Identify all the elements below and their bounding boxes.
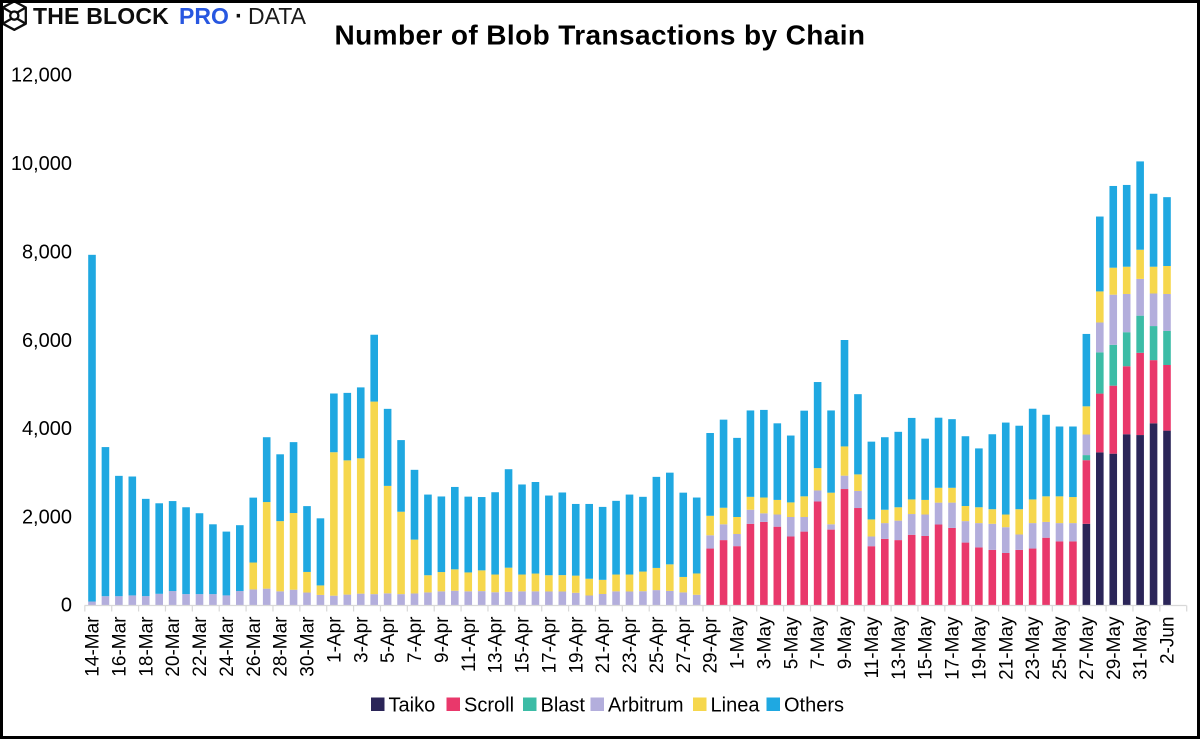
svg-text:13-Apr: 13-Apr bbox=[486, 616, 507, 674]
svg-text:26-Mar: 26-Mar bbox=[244, 616, 265, 677]
svg-text:1-May: 1-May bbox=[728, 616, 749, 669]
svg-text:20-Mar: 20-Mar bbox=[163, 616, 184, 677]
svg-text:27-May: 27-May bbox=[1077, 616, 1098, 680]
svg-text:11-Apr: 11-Apr bbox=[459, 616, 480, 672]
svg-text:9-Apr: 9-Apr bbox=[432, 616, 453, 663]
svg-text:18-Mar: 18-Mar bbox=[136, 616, 157, 677]
svg-text:14-Mar: 14-Mar bbox=[83, 616, 104, 677]
svg-text:30-Mar: 30-Mar bbox=[298, 616, 319, 677]
svg-text:5-May: 5-May bbox=[781, 616, 802, 669]
svg-text:15-May: 15-May bbox=[916, 616, 937, 680]
svg-text:23-May: 23-May bbox=[1023, 616, 1044, 680]
svg-text:16-Mar: 16-Mar bbox=[109, 616, 130, 677]
svg-text:22-Mar: 22-Mar bbox=[190, 616, 211, 677]
svg-text:25-Apr: 25-Apr bbox=[647, 616, 668, 674]
svg-text:7-May: 7-May bbox=[808, 616, 829, 669]
svg-text:Scroll: Scroll bbox=[464, 695, 514, 717]
svg-text:Taiko: Taiko bbox=[389, 695, 436, 717]
svg-text:25-May: 25-May bbox=[1050, 616, 1071, 680]
svg-text:21-May: 21-May bbox=[996, 616, 1017, 680]
svg-text:24-Mar: 24-Mar bbox=[217, 616, 238, 677]
svg-text:12,000: 12,000 bbox=[11, 65, 72, 87]
svg-text:PRO: PRO bbox=[179, 3, 229, 29]
svg-text:0: 0 bbox=[61, 595, 72, 617]
svg-text:4,000: 4,000 bbox=[22, 418, 72, 440]
svg-text:9-May: 9-May bbox=[835, 616, 856, 669]
svg-text:DATA: DATA bbox=[248, 3, 307, 29]
svg-text:8,000: 8,000 bbox=[22, 242, 72, 264]
svg-text:31-May: 31-May bbox=[1131, 616, 1152, 680]
svg-text:·: · bbox=[235, 3, 243, 30]
svg-text:Linea: Linea bbox=[711, 695, 761, 717]
svg-text:2,000: 2,000 bbox=[22, 507, 72, 529]
svg-text:10,000: 10,000 bbox=[11, 153, 72, 175]
svg-text:15-Apr: 15-Apr bbox=[513, 616, 534, 674]
svg-text:11-May: 11-May bbox=[862, 616, 883, 678]
svg-text:28-Mar: 28-Mar bbox=[271, 616, 292, 677]
svg-text:3-May: 3-May bbox=[754, 616, 775, 669]
svg-text:1-Apr: 1-Apr bbox=[324, 616, 345, 663]
svg-text:19-May: 19-May bbox=[969, 616, 990, 680]
svg-text:Blast: Blast bbox=[541, 695, 586, 717]
svg-text:21-Apr: 21-Apr bbox=[593, 616, 614, 674]
svg-text:THE BLOCK: THE BLOCK bbox=[33, 3, 169, 29]
svg-text:29-May: 29-May bbox=[1104, 616, 1125, 680]
svg-text:19-Apr: 19-Apr bbox=[566, 616, 587, 674]
svg-text:17-May: 17-May bbox=[943, 616, 964, 680]
svg-text:17-Apr: 17-Apr bbox=[539, 616, 560, 674]
svg-text:Arbitrum: Arbitrum bbox=[608, 695, 684, 717]
svg-text:29-Apr: 29-Apr bbox=[701, 616, 722, 674]
svg-text:23-Apr: 23-Apr bbox=[620, 616, 641, 674]
svg-text:2-Jun: 2-Jun bbox=[1158, 617, 1179, 665]
svg-text:Others: Others bbox=[784, 695, 844, 717]
svg-text:Number of Blob Transactions by: Number of Blob Transactions by Chain bbox=[335, 20, 866, 51]
svg-text:27-Apr: 27-Apr bbox=[674, 616, 695, 674]
svg-text:13-May: 13-May bbox=[889, 616, 910, 680]
svg-text:3-Apr: 3-Apr bbox=[351, 616, 372, 663]
svg-text:7-Apr: 7-Apr bbox=[405, 616, 426, 663]
svg-text:5-Apr: 5-Apr bbox=[378, 616, 399, 663]
svg-text:6,000: 6,000 bbox=[22, 330, 72, 352]
